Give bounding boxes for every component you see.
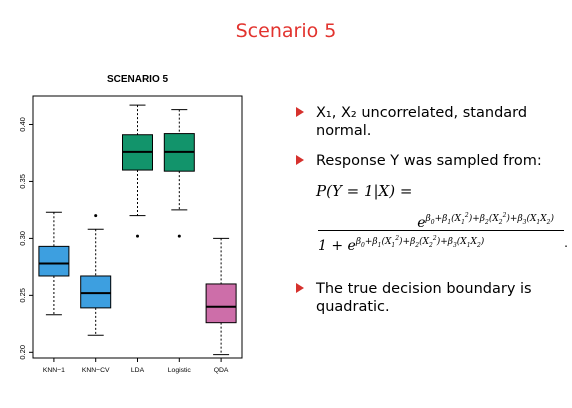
outlier-point bbox=[177, 234, 181, 238]
bullet-list: X₁, X₂ uncorrelated, standard normal. Re… bbox=[294, 104, 572, 328]
fraction-bar bbox=[318, 230, 564, 231]
probability-formula: P(Y = 1|X) = eβ0+β1(X12)+β2(X22)+β3(X1X2… bbox=[316, 182, 568, 272]
outlier-point bbox=[136, 234, 139, 238]
formula-numerator: eβ0+β1(X12)+β2(X22)+β3(X1X2) bbox=[417, 212, 554, 231]
x-tick-label: QDA bbox=[214, 367, 229, 374]
chart-title: SCENARIO 5 bbox=[107, 74, 169, 85]
formula-lhs: P(Y = 1|X) = bbox=[316, 182, 413, 200]
bullet-text-3: The true decision boundary is quadratic. bbox=[316, 281, 532, 315]
box-1 bbox=[80, 275, 112, 309]
x-tick-label: LDA bbox=[131, 367, 145, 374]
box-4 bbox=[205, 283, 237, 324]
bullet-arrow-icon bbox=[296, 155, 304, 165]
slide-title: Scenario 5 bbox=[235, 20, 337, 42]
box-0 bbox=[38, 245, 70, 277]
y-tick-label: 0.20 bbox=[18, 345, 27, 360]
bullet-text-2: Response Y was sampled from: bbox=[316, 153, 542, 169]
bullet-arrow-icon bbox=[296, 283, 304, 293]
formula-terminator: . bbox=[564, 236, 568, 250]
formula-denominator: 1 + eβ0+β1(X12)+β2(X22)+β3(X1X2) bbox=[318, 235, 485, 254]
outlier-point bbox=[94, 214, 98, 218]
x-tick-label: Logistic bbox=[168, 367, 192, 374]
x-tick-label: KNN−CV bbox=[82, 367, 110, 374]
bullet-item-3: The true decision boundary is quadratic. bbox=[294, 280, 572, 316]
y-tick-label: 0.40 bbox=[18, 117, 27, 132]
y-tick-label: 0.35 bbox=[18, 174, 27, 189]
bullet-arrow-icon bbox=[296, 107, 304, 117]
bullet-text-1: X₁, X₂ uncorrelated, standard normal. bbox=[316, 105, 528, 139]
bullet-item-1: X₁, X₂ uncorrelated, standard normal. bbox=[294, 104, 572, 140]
y-tick-label: 0.25 bbox=[18, 288, 27, 303]
boxplot-figure: SCENARIO 5 0.20 0.25 0.30 0.35 0.40 KNN−1 KNN−C… bbox=[0, 62, 262, 392]
x-tick-label: KNN−1 bbox=[43, 367, 65, 374]
y-tick-label: 0.30 bbox=[18, 231, 27, 246]
bullet-item-2: Response Y was sampled from: bbox=[294, 152, 572, 170]
boxplot-chart: SCENARIO 5 0.20 0.25 0.30 0.35 0.40 KNN−1 KNN−C… bbox=[18, 74, 243, 374]
